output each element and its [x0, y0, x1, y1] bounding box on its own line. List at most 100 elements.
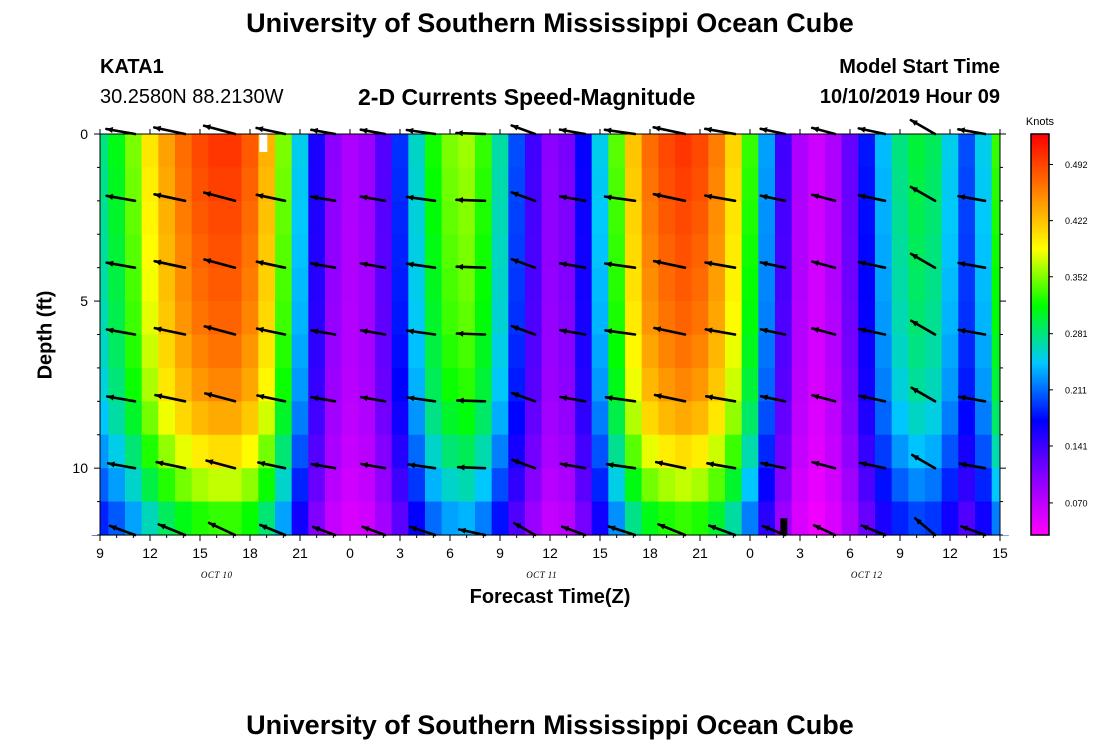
heatmap-cell — [841, 434, 859, 469]
current-vector-head — [204, 124, 211, 131]
heatmap-cell — [325, 334, 343, 369]
heatmap-cell — [458, 167, 476, 202]
heatmap-cell — [775, 134, 793, 169]
heatmap-cell — [608, 367, 626, 402]
heatmap-cell — [425, 234, 443, 269]
heatmap-cell — [441, 401, 459, 436]
heatmap-cell — [108, 134, 126, 169]
heatmap-cell — [225, 167, 243, 202]
heatmap-cell — [625, 501, 643, 536]
heatmap-cell — [608, 234, 626, 269]
heatmap-cell — [175, 334, 193, 369]
current-vector-head — [407, 261, 414, 268]
heatmap-cell — [508, 468, 526, 503]
heatmap-cell — [841, 367, 859, 402]
current-vector-head — [512, 392, 520, 398]
current-vector-head — [407, 328, 414, 335]
heatmap-cell — [908, 334, 926, 369]
colorbar-tick-label: 0.070 — [1065, 498, 1088, 508]
heatmap-cell — [558, 234, 576, 269]
current-vector-head — [457, 397, 464, 404]
heatmap-cell — [925, 401, 943, 436]
heatmap-cell — [975, 234, 993, 269]
heatmap-cell — [641, 301, 659, 336]
heatmap-cell — [775, 301, 793, 336]
heatmap-cell — [375, 468, 393, 503]
heatmap-cell — [258, 234, 276, 269]
current-vector-head — [154, 125, 162, 132]
heatmap-cell — [791, 167, 809, 202]
heatmap-cell — [475, 301, 493, 336]
heatmap-cell — [975, 468, 993, 503]
heatmap-cell — [375, 501, 393, 536]
heatmap-cell — [141, 401, 159, 436]
heatmap-cell — [291, 301, 309, 336]
station-id: KATA1 — [100, 56, 164, 78]
heatmap-cell — [608, 401, 626, 436]
heatmap-cell — [925, 167, 943, 202]
heatmap-cell — [408, 367, 426, 402]
current-vector-head — [313, 526, 321, 533]
heatmap-cell — [125, 301, 143, 336]
current-vector-head — [653, 192, 661, 199]
heatmap-cell — [875, 267, 893, 302]
heatmap-cell — [491, 301, 509, 336]
heatmap-cell — [108, 167, 126, 202]
heatmap-cell — [825, 334, 843, 369]
heatmap-cell — [591, 434, 609, 469]
current-vector-head — [311, 261, 319, 268]
heatmap-cell — [391, 267, 409, 302]
current-vector-head — [512, 459, 520, 465]
heatmap-cell — [175, 134, 193, 169]
heatmap-cell — [308, 167, 326, 202]
heatmap-cell — [208, 234, 226, 269]
heatmap-cell — [591, 334, 609, 369]
heatmap-cell — [591, 267, 609, 302]
heatmap-cell — [675, 301, 693, 336]
heatmap-cell — [825, 501, 843, 536]
heatmap-mask-left — [0, 134, 100, 535]
heatmap-cell — [125, 200, 143, 235]
current-vector-head — [656, 460, 664, 467]
heatmap-cell — [925, 367, 943, 402]
heatmap-cell — [308, 367, 326, 402]
current-vector-head — [560, 462, 568, 469]
heatmap-cell — [775, 367, 793, 402]
heatmap-cell — [591, 301, 609, 336]
heatmap-cell — [308, 301, 326, 336]
heatmap-cell — [841, 301, 859, 336]
heatmap-cell — [225, 468, 243, 503]
heatmap-cell — [858, 367, 876, 402]
colorbar-unit: Knots — [1026, 116, 1055, 128]
x-tick-label: 12 — [942, 545, 958, 561]
current-vector-head — [361, 462, 369, 469]
x-tick-label: 18 — [642, 545, 658, 561]
heatmap-cell — [958, 200, 976, 235]
current-vector-head — [760, 327, 768, 334]
x-tick-label: 21 — [292, 545, 308, 561]
heatmap-cell — [558, 301, 576, 336]
current-vector-head — [511, 258, 519, 265]
heatmap-cell — [658, 134, 676, 169]
current-vector-head — [311, 328, 319, 335]
heatmap-cell — [975, 367, 993, 402]
heatmap-cell — [125, 334, 143, 369]
heatmap-cell — [191, 234, 209, 269]
heatmap-cell — [625, 468, 643, 503]
heatmap-cell — [191, 468, 209, 503]
current-vector-head — [256, 193, 264, 200]
x-tick-label: 12 — [542, 545, 558, 561]
heatmap-cell — [291, 267, 309, 302]
current-vector-head — [812, 126, 820, 133]
heatmap-cell — [891, 334, 909, 369]
current-vector-head — [107, 394, 115, 401]
heatmap-cell — [525, 367, 543, 402]
heatmap-cell — [858, 267, 876, 302]
heatmap-cell — [741, 267, 759, 302]
heatmap-cell — [291, 200, 309, 235]
heatmap-cell — [375, 367, 393, 402]
heatmap-cell — [458, 334, 476, 369]
heatmap-cell — [125, 401, 143, 436]
heatmap-cell — [541, 334, 559, 369]
date-label: OCT 12 — [851, 570, 883, 580]
